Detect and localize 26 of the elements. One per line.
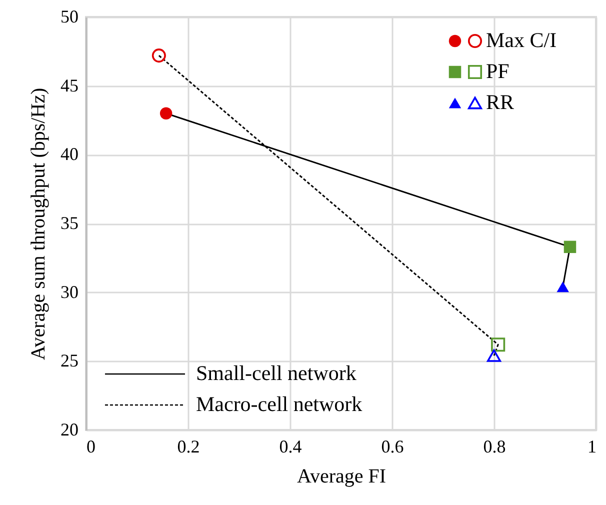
- x-tick-label: 0.4: [279, 436, 302, 456]
- legend-label: Small-cell network: [196, 361, 357, 385]
- point: [160, 107, 172, 120]
- point: [486, 349, 502, 362]
- y-axis-title: Average sum throughput (bps/Hz): [28, 88, 50, 360]
- x-axis-title: Average FI: [296, 466, 386, 488]
- x-tick-label: 1: [588, 436, 596, 456]
- x-tick-label: 0: [86, 436, 96, 456]
- y-tick-label: 25: [60, 350, 78, 371]
- legend-label: Macro-cell network: [196, 392, 363, 416]
- y-tick-label: 50: [60, 6, 78, 26]
- y-tick-label: 20: [60, 420, 78, 440]
- legend-label: PF: [486, 59, 510, 83]
- legend-label: Max C/I: [486, 28, 557, 52]
- y-tick-label: 30: [60, 282, 78, 302]
- legend-label: RR: [486, 90, 514, 114]
- x-tick-label: 0.2: [177, 436, 200, 456]
- point: [556, 282, 569, 292]
- point: [564, 240, 576, 254]
- y-tick-label: 35: [60, 213, 78, 233]
- point: [491, 338, 506, 352]
- x-tick-label: 0.6: [381, 436, 404, 456]
- y-tick-label: 45: [60, 75, 78, 96]
- x-tick-label: 0.8: [483, 436, 506, 456]
- point: [152, 48, 166, 63]
- y-tick-label: 40: [60, 144, 78, 164]
